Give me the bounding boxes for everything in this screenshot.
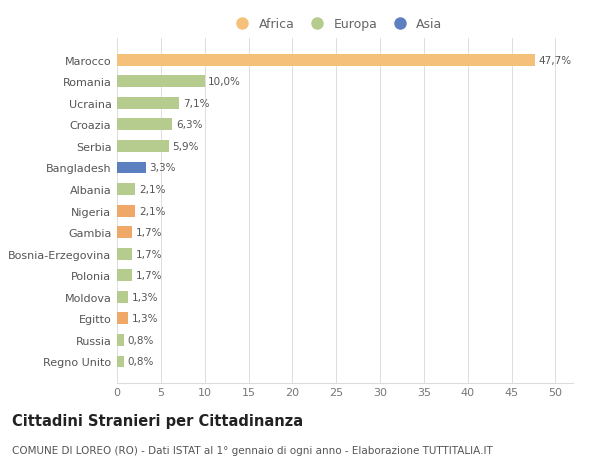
Text: 5,9%: 5,9% (172, 142, 199, 151)
Bar (117, 184, 136, 196)
Bar (117, 55, 535, 67)
Bar (117, 141, 169, 152)
Text: 1,7%: 1,7% (136, 271, 162, 280)
Bar (117, 76, 205, 88)
Bar (117, 334, 124, 346)
Text: Cittadini Stranieri per Cittadinanza: Cittadini Stranieri per Cittadinanza (12, 413, 303, 428)
Text: 47,7%: 47,7% (539, 56, 572, 66)
Text: 6,3%: 6,3% (176, 120, 202, 130)
Text: 10,0%: 10,0% (208, 77, 241, 87)
Bar (117, 162, 146, 174)
Text: 1,3%: 1,3% (132, 313, 158, 324)
Text: 3,3%: 3,3% (149, 163, 176, 173)
Bar (117, 270, 132, 281)
Bar (117, 119, 172, 131)
Bar (117, 205, 136, 217)
Text: COMUNE DI LOREO (RO) - Dati ISTAT al 1° gennaio di ogni anno - Elaborazione TUTT: COMUNE DI LOREO (RO) - Dati ISTAT al 1° … (12, 445, 493, 455)
Bar (117, 98, 179, 110)
Bar (117, 313, 128, 325)
Text: 7,1%: 7,1% (183, 99, 209, 109)
Text: 1,7%: 1,7% (136, 228, 162, 238)
Text: 1,7%: 1,7% (136, 249, 162, 259)
Bar (117, 356, 124, 368)
Legend: Africa, Europa, Asia: Africa, Europa, Asia (225, 13, 447, 36)
Text: 0,8%: 0,8% (128, 357, 154, 367)
Bar (117, 291, 128, 303)
Text: 0,8%: 0,8% (128, 335, 154, 345)
Text: 1,3%: 1,3% (132, 292, 158, 302)
Bar (117, 248, 132, 260)
Text: 2,1%: 2,1% (139, 185, 166, 195)
Text: 2,1%: 2,1% (139, 206, 166, 216)
Bar (117, 227, 132, 239)
